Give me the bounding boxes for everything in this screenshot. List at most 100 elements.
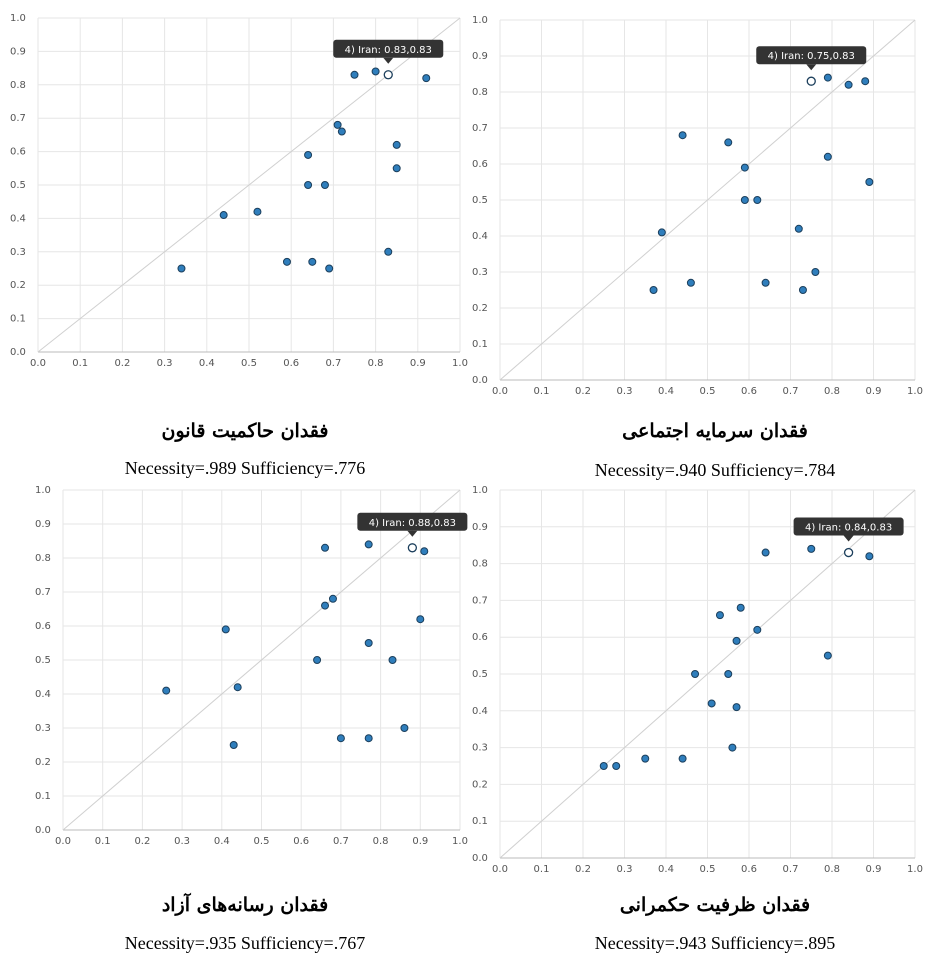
point xyxy=(230,742,237,749)
x-tick-label: 0.1 xyxy=(534,386,550,397)
panel-title: فقدان رسانه‌های آزاد xyxy=(162,892,328,916)
point xyxy=(762,549,769,556)
panel-caption: Necessity=.935 Sufficiency=.767 xyxy=(125,933,365,953)
point xyxy=(365,640,372,647)
y-tick-label: 0.9 xyxy=(10,46,26,57)
point xyxy=(725,671,732,678)
y-tick-label: 0.0 xyxy=(35,825,51,836)
point xyxy=(866,553,873,560)
point xyxy=(808,545,815,552)
point xyxy=(613,763,620,770)
y-tick-label: 0.6 xyxy=(472,632,488,643)
tooltip-arrow xyxy=(844,536,854,542)
y-tick-label: 0.5 xyxy=(472,669,488,680)
y-tick-label: 0.2 xyxy=(472,303,488,314)
point xyxy=(283,258,290,265)
point xyxy=(737,604,744,611)
point xyxy=(393,165,400,172)
point xyxy=(401,725,408,732)
point xyxy=(372,68,379,75)
point xyxy=(795,225,802,232)
y-tick-label: 0.8 xyxy=(472,559,488,570)
tooltip-text: 4) Iran: 0.75,0.83 xyxy=(768,51,855,62)
y-tick-label: 0.5 xyxy=(10,180,26,191)
y-tick-label: 0.7 xyxy=(472,123,488,134)
point xyxy=(733,704,740,711)
x-tick-label: 0.4 xyxy=(199,358,215,369)
x-tick-label: 0.0 xyxy=(55,836,71,847)
panel-caption: Necessity=.943 Sufficiency=.895 xyxy=(595,933,835,953)
point xyxy=(222,626,229,633)
point xyxy=(708,700,715,707)
point xyxy=(322,602,329,609)
x-tick-label: 0.0 xyxy=(492,864,508,875)
x-tick-label: 0.5 xyxy=(700,386,716,397)
y-tick-label: 0.9 xyxy=(35,519,51,530)
point xyxy=(658,229,665,236)
y-tick-label: 0.7 xyxy=(472,595,488,606)
x-tick-label: 0.5 xyxy=(254,836,270,847)
point xyxy=(365,735,372,742)
x-tick-label: 0.1 xyxy=(72,358,88,369)
point xyxy=(862,78,869,85)
figure: 0.0 0.1 0.2 0.3 0.4 0.5 0.6 0.7 0.8 0.9 1.0 0.0 0.1 0… xyxy=(0,0,925,964)
point xyxy=(334,121,341,128)
point xyxy=(220,212,227,219)
y-tick-label: 1.0 xyxy=(472,485,488,496)
point xyxy=(729,744,736,751)
y-tick-label: 0.1 xyxy=(472,816,488,827)
x-tick-label: 0.6 xyxy=(283,358,299,369)
x-tick-label: 0.1 xyxy=(534,864,550,875)
x-tick-label: 0.9 xyxy=(410,358,426,369)
x-tick-label: 0.3 xyxy=(174,836,190,847)
y-tick-label: 1.0 xyxy=(472,15,488,26)
y-tick-label: 1.0 xyxy=(10,13,26,24)
x-tick-label: 0.5 xyxy=(700,864,716,875)
y-tick-label: 0.5 xyxy=(472,195,488,206)
y-tick-label: 0.4 xyxy=(472,231,488,242)
x-tick-label: 1.0 xyxy=(452,358,468,369)
y-tick-label: 0.0 xyxy=(10,347,26,358)
x-tick-label: 1.0 xyxy=(907,386,923,397)
point xyxy=(365,541,372,548)
x-tick-label: 0.3 xyxy=(617,864,633,875)
y-tick-label: 0.6 xyxy=(35,621,51,632)
y-tick-label: 0.2 xyxy=(10,280,26,291)
point xyxy=(845,81,852,88)
y-tick-label: 1.0 xyxy=(35,485,51,496)
point xyxy=(309,258,316,265)
point xyxy=(824,652,831,659)
x-tick-label: 0.1 xyxy=(95,836,111,847)
y-tick-label: 0.4 xyxy=(35,689,51,700)
panel-caption: Necessity=.989 Sufficiency=.776 xyxy=(125,458,365,478)
y-tick-label: 0.1 xyxy=(10,314,26,325)
y-tick-label: 0.8 xyxy=(10,80,26,91)
point xyxy=(725,139,732,146)
point xyxy=(824,74,831,81)
x-tick-label: 0.7 xyxy=(783,386,799,397)
point xyxy=(423,75,430,82)
x-tick-label: 0.7 xyxy=(783,864,799,875)
x-tick-label: 0.6 xyxy=(741,864,757,875)
point xyxy=(741,197,748,204)
point xyxy=(799,287,806,294)
point xyxy=(234,684,241,691)
point xyxy=(322,544,329,551)
x-tick-label: 0.2 xyxy=(575,386,591,397)
x-tick-label: 0.9 xyxy=(866,864,882,875)
point xyxy=(385,248,392,255)
x-tick-label: 0.0 xyxy=(492,386,508,397)
highlight-point xyxy=(807,77,815,85)
x-tick-label: 0.0 xyxy=(30,358,46,369)
y-tick-label: 0.8 xyxy=(472,87,488,98)
x-tick-label: 0.4 xyxy=(214,836,230,847)
y-tick-label: 0.5 xyxy=(35,655,51,666)
y-tick-label: 0.2 xyxy=(35,757,51,768)
x-tick-label: 0.3 xyxy=(617,386,633,397)
point xyxy=(337,735,344,742)
y-tick-label: 0.3 xyxy=(10,247,26,258)
panel-caption: Necessity=.940 Sufficiency=.784 xyxy=(595,460,835,480)
x-tick-label: 1.0 xyxy=(907,864,923,875)
point xyxy=(338,128,345,135)
